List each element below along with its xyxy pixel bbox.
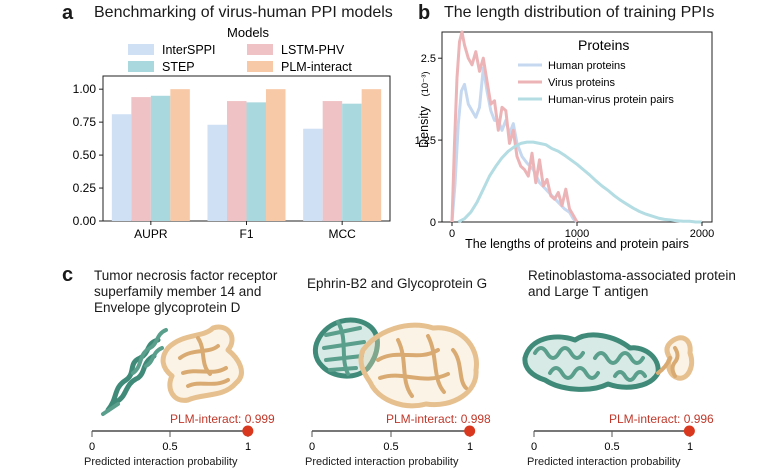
bar [246, 102, 266, 221]
scale-tick-label: 1 [467, 441, 473, 453]
y-tick-label: 1.00 [73, 82, 97, 96]
bar [170, 89, 190, 221]
structure-3-caption: Predicted interaction probability [527, 456, 681, 468]
probability-marker [683, 425, 695, 437]
legend-label: LSTM-PHV [281, 43, 345, 57]
y-axis-unit: (10⁻³) [420, 71, 431, 96]
probability-scale: 0 0.5 1 [309, 425, 476, 453]
structure-3-image [522, 332, 695, 392]
y-tick-label: 0.75 [73, 115, 97, 129]
y-tick-label: 0.00 [73, 214, 97, 228]
legend-title: Proteins [578, 37, 629, 53]
legend-swatch [128, 61, 154, 72]
x-tick-label: 1000 [565, 228, 589, 240]
legend-label: Human proteins [548, 60, 626, 72]
probability-marker [464, 425, 476, 437]
bar-chart: Models InterSPPI LSTM-PHV STEP PLM-interact 0… [73, 25, 391, 241]
bar [227, 101, 247, 221]
probability-marker [242, 425, 254, 437]
panel-a-title: Benchmarking of virus-human PPI models [94, 4, 393, 21]
legend-swatch [247, 44, 273, 55]
legend-label: Virus proteins [548, 77, 616, 89]
panel-b-letter: b [418, 2, 431, 24]
bar [111, 114, 132, 221]
density-line [450, 30, 579, 223]
panel-a-letter: a [62, 2, 74, 24]
bar [342, 103, 362, 221]
x-tick-label: MCC [329, 227, 357, 241]
structure-1-image [101, 324, 244, 416]
structure-2-image [312, 317, 479, 409]
y-axis-label: Density [417, 105, 431, 147]
legend-label: Human-virus protein pairs [548, 94, 674, 106]
legend-title: Models [227, 25, 269, 40]
x-tick-label: 0 [449, 228, 455, 240]
legend-label: InterSPPI [162, 43, 216, 57]
scale-tick-label: 0.5 [383, 441, 398, 453]
scale-tick-label: 0 [89, 441, 95, 453]
structure-1-prob-label: PLM-interact: 0.999 [170, 412, 275, 426]
structure-2-caption: Predicted interaction probability [305, 456, 459, 468]
structure-3-title: Retinoblastoma-associated protein and La… [528, 268, 736, 299]
y-tick-label: 2.5 [421, 53, 436, 65]
bar [150, 95, 171, 221]
x-tick-label: 2000 [690, 228, 714, 240]
y-tick-label: 0.25 [73, 181, 97, 195]
y-tick-label: 0.50 [73, 148, 97, 162]
scale-tick-label: 0.5 [162, 441, 177, 453]
bar [361, 89, 382, 221]
density-chart: 0 1000 2000 0 1.25 2.5 The lengths of proteins… [415, 30, 714, 251]
legend-label: PLM-interact [281, 60, 352, 74]
y-tick-label: 1.25 [415, 135, 436, 147]
legend-swatch [128, 44, 154, 55]
probability-scale: 0 0.5 1 [531, 425, 695, 453]
structure-2-title: Ephrin-B2 and Glycoprotein G [307, 276, 488, 291]
density-line [457, 140, 702, 224]
scale-tick-label: 1 [245, 441, 251, 453]
panel-c-letter: c [62, 264, 74, 286]
scale-tick-label: 0 [531, 441, 537, 453]
bar [131, 97, 151, 221]
probability-scales: 0 0.5 1 0 0.5 1 0 0.5 1 [89, 425, 695, 453]
x-tick-label: F1 [239, 227, 253, 241]
probability-scale: 0 0.5 1 [89, 425, 254, 453]
x-axis-label: The lengths of proteins and protein pair… [465, 237, 689, 251]
structure-1-caption: Predicted interaction probability [84, 456, 238, 468]
structure-1-title: Tumor necrosis factor receptor superfami… [94, 268, 278, 315]
bar [207, 124, 227, 221]
scale-tick-label: 1 [687, 441, 693, 453]
scale-tick-label: 0.5 [604, 441, 619, 453]
structure-3-prob-label: PLM-interact: 0.996 [609, 412, 714, 426]
bar [322, 101, 343, 221]
bar [303, 128, 323, 221]
y-tick-label: 0 [430, 217, 436, 229]
bar [266, 89, 286, 221]
scale-tick-label: 0 [309, 441, 315, 453]
legend-swatch [247, 61, 273, 72]
panel-b-title: The length distribution of training PPIs [444, 4, 715, 21]
structure-2-prob-label: PLM-interact: 0.998 [386, 412, 491, 426]
legend-label: STEP [162, 60, 195, 74]
x-tick-label: AUPR [134, 227, 168, 241]
